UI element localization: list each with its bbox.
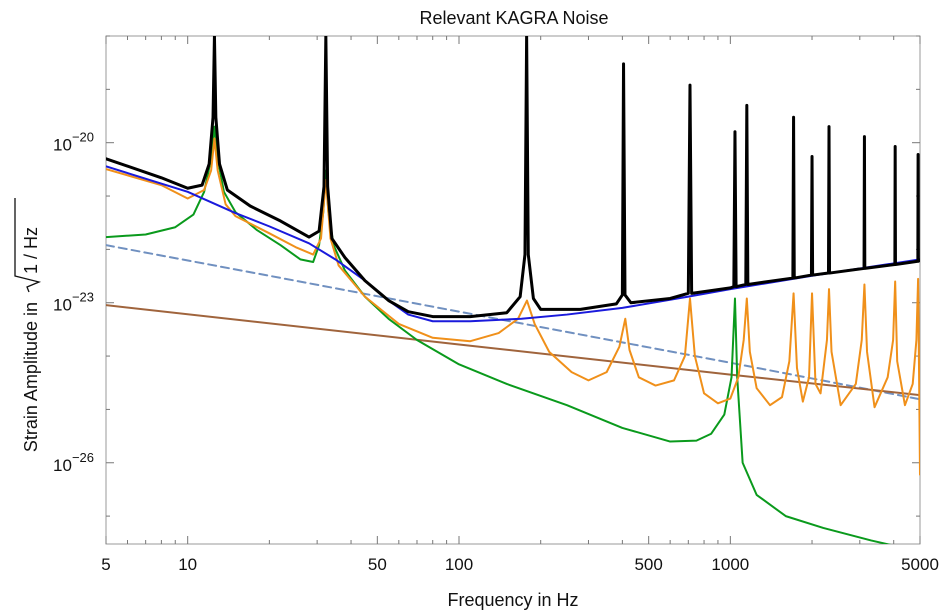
series-line-4 [106, 165, 920, 323]
y-axis-label: Strain Amplitude in 1 / Hz [14, 198, 42, 452]
y-tick-label: 10−20 [53, 130, 94, 155]
y-axis-label-prefix: Strain Amplitude in [21, 302, 41, 452]
x-tick-labels: 5 10 50 100 500 1000 5000 [101, 555, 939, 574]
series-line-5 [106, 36, 920, 319]
y-tick-exponent: −20 [72, 130, 94, 145]
y-tick-base: 10 [53, 296, 72, 315]
x-tick-label: 100 [445, 555, 473, 574]
x-tick-label: 500 [634, 555, 662, 574]
series-line-3 [106, 137, 920, 476]
x-tick-label: 50 [368, 555, 387, 574]
y-tick-label: 10−23 [53, 290, 94, 315]
sqrt-radical-icon [14, 198, 42, 293]
y-axis-label-unit: 1 / Hz [21, 227, 41, 274]
y-tick-label: 10−26 [53, 450, 94, 475]
series-layer [106, 36, 920, 544]
plot-frame [105, 35, 921, 545]
x-tick-label: 5000 [901, 555, 939, 574]
axis-ticks [105, 35, 921, 544]
x-axis-label: Frequency in Hz [447, 590, 578, 610]
x-tick-label: 5 [101, 555, 110, 574]
y-tick-base: 10 [53, 136, 72, 155]
chart-title: Relevant KAGRA Noise [419, 8, 608, 28]
x-tick-label: 10 [178, 555, 197, 574]
y-tick-exponent: −23 [72, 290, 94, 305]
y-tick-exponent: −26 [72, 450, 94, 465]
series-line-0 [106, 244, 920, 401]
x-tick-label: 1000 [711, 555, 749, 574]
series-line-2 [106, 125, 892, 544]
series-line-1 [106, 304, 920, 397]
y-tick-base: 10 [53, 456, 72, 475]
